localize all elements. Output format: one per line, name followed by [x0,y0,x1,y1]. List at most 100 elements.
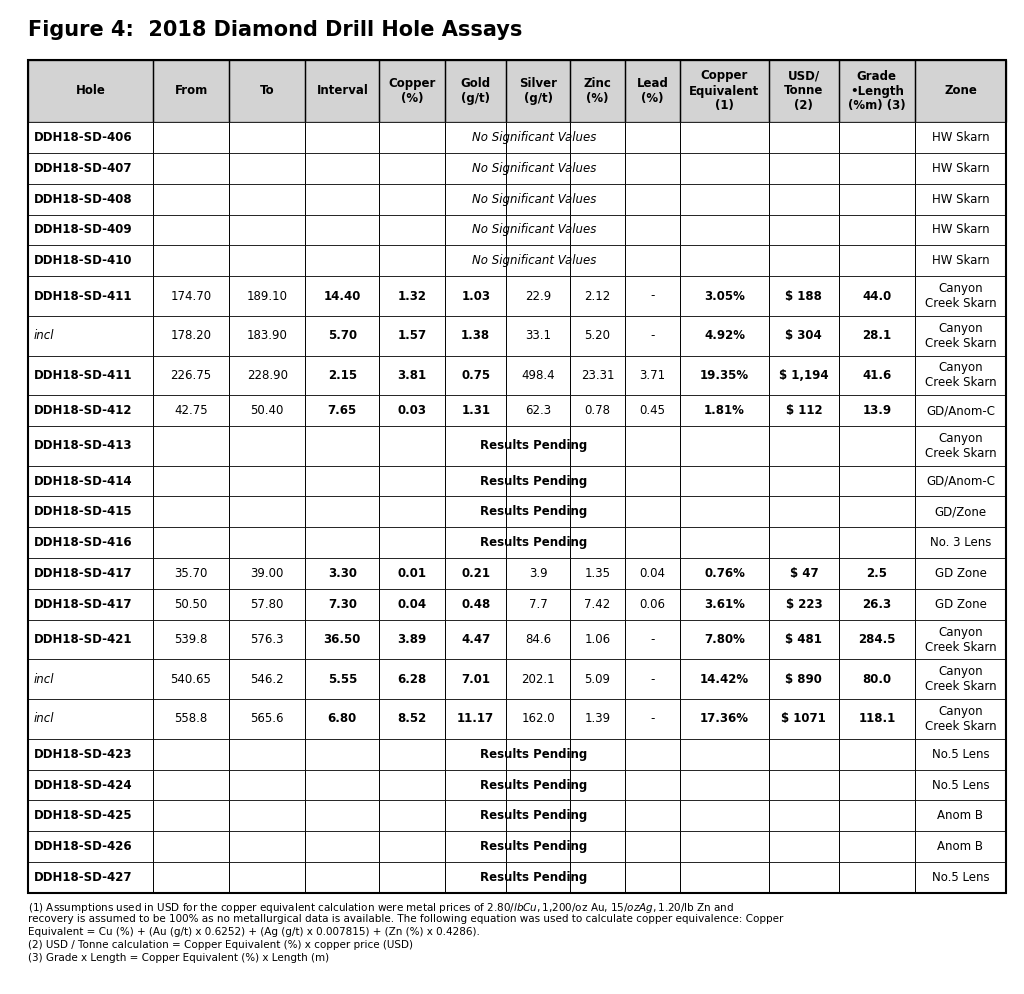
Bar [153,426,229,465]
Text: 17.36%: 17.36% [700,713,749,726]
Bar [769,60,839,122]
Text: $ 1071: $ 1071 [781,713,826,726]
Bar [445,528,507,559]
Bar [305,800,380,831]
Bar [380,831,445,862]
Bar [28,862,153,893]
Bar [507,184,570,215]
Bar [625,739,680,769]
Bar [570,60,625,122]
Text: 1.39: 1.39 [585,713,610,726]
Bar [28,496,153,528]
Text: 183.90: 183.90 [247,329,288,342]
Text: incl: incl [34,713,54,726]
Bar [305,862,380,893]
Bar [380,396,445,426]
Text: 3.71: 3.71 [639,369,666,382]
Bar [28,559,153,589]
Bar [445,426,507,465]
Bar [625,620,680,659]
Text: 0.78: 0.78 [585,405,610,417]
Bar [839,246,915,276]
Bar [380,699,445,739]
Bar [680,769,769,800]
Text: 1.81%: 1.81% [705,405,744,417]
Bar [680,739,769,769]
Bar [380,620,445,659]
Text: Copper
(%): Copper (%) [388,77,436,105]
Text: 3.89: 3.89 [397,633,427,646]
Bar [153,215,229,246]
Bar [570,699,625,739]
Bar [507,862,570,893]
Bar [153,122,229,153]
Text: No. 3 Lens: No. 3 Lens [930,536,991,550]
Text: $ 481: $ 481 [785,633,822,646]
Text: 0.06: 0.06 [639,598,666,611]
Bar [28,528,153,559]
Text: No.5 Lens: No.5 Lens [932,778,989,791]
Bar [28,60,1006,893]
Bar [380,862,445,893]
Bar [305,356,380,396]
Bar [28,659,153,699]
Bar [570,396,625,426]
Bar [769,396,839,426]
Text: 1.06: 1.06 [585,633,610,646]
Text: incl: incl [34,329,54,342]
Bar [28,831,1006,862]
Text: Zinc
(%): Zinc (%) [584,77,611,105]
Bar [28,153,1006,184]
Text: $ 112: $ 112 [785,405,822,417]
Bar [28,699,153,739]
Text: DDH18-SD-426: DDH18-SD-426 [34,840,133,853]
Bar [445,465,507,496]
Bar [229,589,305,620]
Bar [769,620,839,659]
Bar [229,528,305,559]
Bar [153,153,229,184]
Bar [380,426,445,465]
Bar [680,426,769,465]
Bar [28,465,1006,496]
Bar [915,316,1006,356]
Text: 7.80%: 7.80% [705,633,744,646]
Text: 13.9: 13.9 [862,405,892,417]
Text: Results Pending: Results Pending [480,840,588,853]
Bar [839,356,915,396]
Bar [153,465,229,496]
Bar [229,60,305,122]
Bar [839,316,915,356]
Text: 0.76%: 0.76% [705,568,744,580]
Bar [915,496,1006,528]
Bar [507,426,570,465]
Bar [769,862,839,893]
Text: (3) Grade x Length = Copper Equivalent (%) x Length (m): (3) Grade x Length = Copper Equivalent (… [28,953,329,963]
Text: Results Pending: Results Pending [480,474,588,488]
Bar [229,246,305,276]
Bar [28,465,153,496]
Bar [915,699,1006,739]
Text: 7.7: 7.7 [528,598,548,611]
Bar [153,60,229,122]
Bar [380,316,445,356]
Bar [839,831,915,862]
Bar [305,739,380,769]
Bar [445,769,507,800]
Text: GD/Zone: GD/Zone [935,505,986,519]
Bar [380,528,445,559]
Text: 0.04: 0.04 [397,598,427,611]
Bar [507,659,570,699]
Text: $ 304: $ 304 [785,329,822,342]
Bar [28,800,153,831]
Text: Canyon
Creek Skarn: Canyon Creek Skarn [925,665,996,694]
Bar [769,153,839,184]
Text: -: - [650,673,654,686]
Bar [625,122,680,153]
Text: DDH18-SD-407: DDH18-SD-407 [34,162,132,175]
Text: Results Pending: Results Pending [480,747,588,760]
Bar [445,276,507,316]
Text: 6.80: 6.80 [328,713,357,726]
Bar [915,426,1006,465]
Bar [229,184,305,215]
